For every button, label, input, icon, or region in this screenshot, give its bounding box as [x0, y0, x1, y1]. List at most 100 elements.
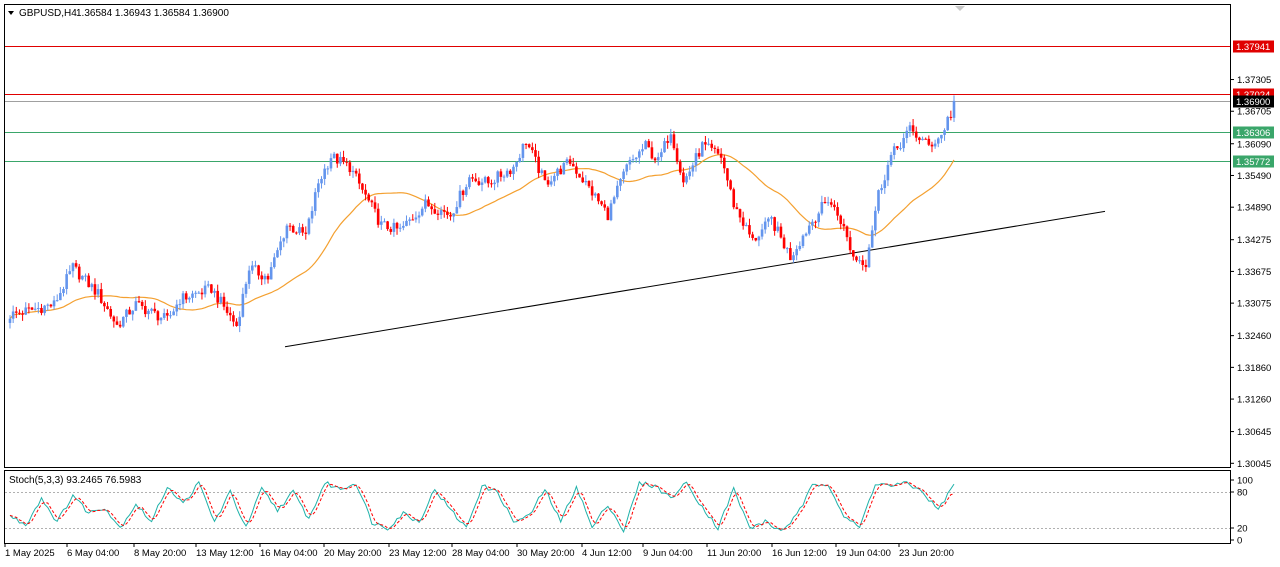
candle	[578, 173, 581, 178]
candle-body	[612, 197, 616, 204]
candle-body	[587, 180, 591, 187]
triangle-down-icon[interactable]	[8, 11, 14, 15]
candle	[109, 306, 112, 319]
candle-body	[99, 289, 103, 303]
candle-body	[707, 143, 710, 145]
candle-body	[313, 192, 317, 211]
candle	[288, 222, 292, 231]
candle	[562, 161, 566, 175]
candle	[537, 150, 540, 178]
candle	[153, 302, 157, 314]
candle	[870, 225, 874, 248]
candle	[232, 311, 235, 327]
candle	[373, 196, 377, 213]
candle	[169, 310, 172, 319]
candle-body	[273, 257, 276, 268]
candle	[738, 208, 742, 223]
candle-body	[402, 225, 405, 228]
candle-body	[773, 217, 776, 231]
candle-body	[732, 189, 736, 208]
candle-body	[128, 309, 131, 315]
candle-body	[430, 206, 433, 210]
candle	[128, 306, 131, 315]
candle	[442, 205, 446, 218]
candle	[707, 138, 710, 146]
candle	[691, 162, 695, 177]
candle-body	[584, 180, 588, 183]
candle-body	[285, 225, 289, 239]
chart-shift-marker-icon[interactable]	[955, 6, 965, 11]
candle	[678, 159, 682, 176]
candle	[757, 235, 761, 247]
candle	[351, 165, 355, 178]
candle	[200, 288, 204, 300]
candle	[867, 244, 871, 268]
candle-body	[266, 275, 270, 280]
candle	[509, 169, 512, 178]
candle-body	[842, 223, 846, 227]
candle-body	[184, 293, 188, 300]
candle-body	[144, 305, 147, 315]
candle-body	[420, 208, 424, 216]
current-price-tag	[1233, 95, 1274, 108]
candle-body	[952, 100, 956, 118]
candle-body	[298, 227, 301, 234]
candle-body	[247, 270, 251, 284]
candle	[745, 222, 748, 227]
candle-body	[543, 170, 547, 181]
candle-body	[518, 157, 522, 162]
candle	[515, 161, 518, 172]
time-axis-label: 20 May 20:00	[324, 548, 382, 559]
candle	[918, 136, 921, 145]
candle-body	[483, 177, 487, 183]
candle-body	[524, 143, 528, 145]
candle-body	[940, 134, 943, 139]
candle-body	[225, 306, 229, 313]
candle	[524, 143, 528, 150]
candle-body	[398, 227, 402, 229]
candle	[590, 180, 594, 201]
stoch-main-line	[9, 480, 955, 534]
candle-body	[829, 202, 833, 205]
candle	[556, 167, 559, 181]
candle	[24, 302, 28, 316]
candle-body	[125, 309, 128, 317]
candle	[874, 206, 877, 237]
candle-body	[14, 311, 18, 313]
candle-body	[339, 156, 342, 164]
candle	[166, 309, 169, 321]
candle	[414, 211, 418, 223]
candle-body	[704, 142, 707, 145]
candle	[285, 223, 289, 244]
candle	[512, 164, 515, 180]
candle-body	[49, 304, 53, 307]
candle-body	[757, 236, 761, 241]
candle-body	[137, 301, 141, 303]
candle-body	[361, 183, 364, 190]
candle-body	[874, 210, 877, 231]
candle-body	[924, 138, 927, 140]
candle	[266, 273, 270, 284]
candle-body	[656, 157, 660, 161]
trendline[interactable]	[284, 210, 1106, 348]
candle-body	[68, 271, 72, 275]
candle	[914, 126, 918, 142]
candle	[68, 265, 72, 275]
candle	[892, 143, 896, 160]
candle	[162, 308, 166, 320]
candle-body	[392, 222, 396, 232]
candle-body	[55, 300, 59, 302]
candle	[889, 151, 893, 167]
candle	[883, 174, 887, 194]
candle-body	[40, 307, 43, 314]
candle	[704, 135, 707, 151]
candle-body	[499, 171, 503, 177]
time-axis-label: 8 May 20:00	[134, 548, 186, 559]
candle	[313, 188, 317, 216]
candle-body	[169, 315, 172, 317]
candle-body	[37, 307, 40, 309]
candle	[250, 260, 254, 275]
candle	[527, 143, 531, 149]
candle	[43, 304, 46, 316]
